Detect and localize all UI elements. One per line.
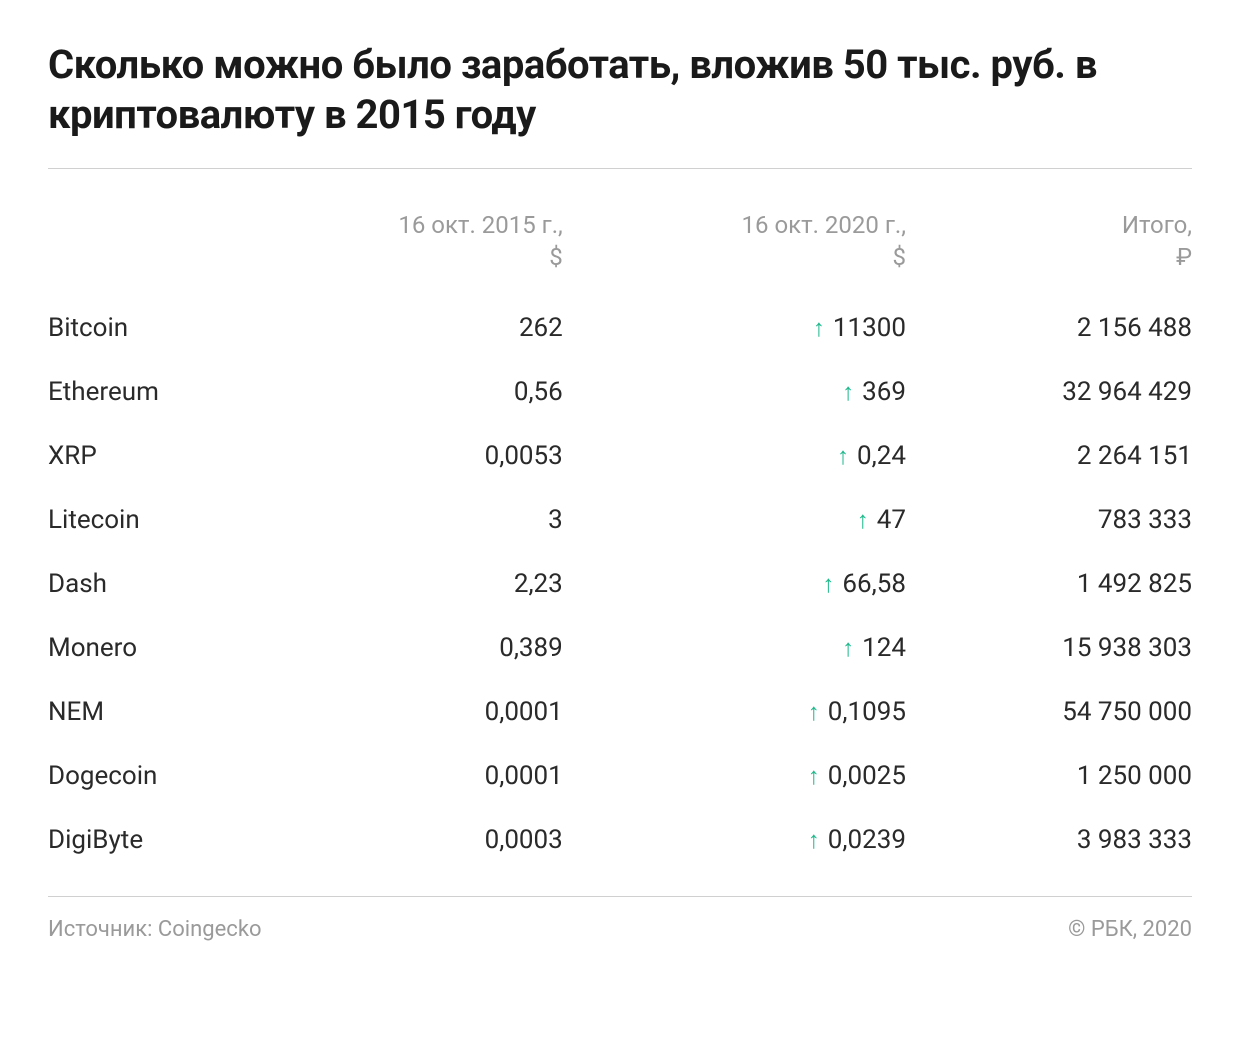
cell-price-2015: 0,0003 — [311, 808, 563, 872]
arrow-up-icon: ↑ — [808, 764, 820, 788]
cell-price-2015: 0,0001 — [311, 744, 563, 808]
cell-name: Bitcoin — [48, 296, 311, 360]
footer-copyright: © РБК, 2020 — [1068, 917, 1192, 942]
col-header-name — [48, 201, 311, 296]
top-rule — [48, 168, 1192, 169]
cell-price-2020-value: 47 — [877, 505, 906, 535]
arrow-up-icon: ↑ — [857, 508, 869, 532]
cell-total: 3 983 333 — [906, 808, 1192, 872]
cell-price-2020: ↑ 124 — [563, 616, 906, 680]
arrow-up-icon: ↑ — [808, 700, 820, 724]
cell-price-2020-value: 0,1095 — [828, 697, 906, 727]
page-title: Сколько можно было заработать, вложив 50… — [48, 40, 1192, 140]
cell-price-2020: ↑ 0,0025 — [563, 744, 906, 808]
cell-price-2020-value: 369 — [862, 377, 906, 407]
cell-price-2015: 0,0001 — [311, 680, 563, 744]
crypto-returns-table: 16 окт. 2015 г.,$ 16 окт. 2020 г.,$ Итог… — [48, 201, 1192, 872]
cell-name: Ethereum — [48, 360, 311, 424]
table-header-row: 16 окт. 2015 г.,$ 16 окт. 2020 г.,$ Итог… — [48, 201, 1192, 296]
cell-total: 54 750 000 — [906, 680, 1192, 744]
cell-price-2020: ↑ 0,0239 — [563, 808, 906, 872]
arrow-up-icon: ↑ — [837, 444, 849, 468]
arrow-up-icon: ↑ — [842, 636, 854, 660]
cell-price-2020: ↑ 47 — [563, 488, 906, 552]
table-row: DigiByte0,0003 ↑ 0,02393 983 333 — [48, 808, 1192, 872]
arrow-up-icon: ↑ — [808, 828, 820, 852]
cell-price-2015: 3 — [311, 488, 563, 552]
cell-price-2020-value: 11300 — [833, 313, 906, 343]
cell-total: 1 250 000 — [906, 744, 1192, 808]
cell-price-2020: ↑ 369 — [563, 360, 906, 424]
cell-price-2015: 0,0053 — [311, 424, 563, 488]
cell-price-2015: 2,23 — [311, 552, 563, 616]
table-row: XRP0,0053 ↑ 0,242 264 151 — [48, 424, 1192, 488]
table-row: NEM0,0001 ↑ 0,109554 750 000 — [48, 680, 1192, 744]
cell-name: XRP — [48, 424, 311, 488]
col-header-total: Итого,₽ — [906, 201, 1192, 296]
table-body: Bitcoin262↑113002 156 488Ethereum0,56↑36… — [48, 296, 1192, 872]
table-row: Ethereum0,56 ↑ 36932 964 429 — [48, 360, 1192, 424]
cell-price-2020: ↑ 0,24 — [563, 424, 906, 488]
cell-total: 2 156 488 — [906, 296, 1192, 360]
footer-source: Источник: Coingecko — [48, 917, 262, 942]
cell-price-2020: ↑ 66,58 — [563, 552, 906, 616]
cell-name: NEM — [48, 680, 311, 744]
footer: Источник: Coingecko © РБК, 2020 — [48, 897, 1192, 942]
arrow-up-icon: ↑ — [842, 380, 854, 404]
table-row: Bitcoin262 ↑ 113002 156 488 — [48, 296, 1192, 360]
cell-price-2020-value: 124 — [862, 633, 906, 663]
cell-total: 783 333 — [906, 488, 1192, 552]
cell-price-2020-value: 66,58 — [842, 569, 906, 599]
cell-price-2020-value: 0,0025 — [828, 761, 906, 791]
col-header-2015: 16 окт. 2015 г.,$ — [311, 201, 563, 296]
cell-total: 15 938 303 — [906, 616, 1192, 680]
cell-name: Dash — [48, 552, 311, 616]
cell-price-2020-value: 0,24 — [857, 441, 906, 471]
table-row: Dash2,23 ↑ 66,581 492 825 — [48, 552, 1192, 616]
table-row: Dogecoin0,0001 ↑ 0,00251 250 000 — [48, 744, 1192, 808]
cell-total: 32 964 429 — [906, 360, 1192, 424]
cell-name: DigiByte — [48, 808, 311, 872]
cell-price-2020: ↑ 0,1095 — [563, 680, 906, 744]
cell-price-2015: 262 — [311, 296, 563, 360]
cell-total: 2 264 151 — [906, 424, 1192, 488]
cell-name: Litecoin — [48, 488, 311, 552]
cell-price-2020: ↑ 11300 — [563, 296, 906, 360]
arrow-up-icon: ↑ — [813, 316, 825, 340]
cell-total: 1 492 825 — [906, 552, 1192, 616]
table-row: Monero0,389 ↑ 12415 938 303 — [48, 616, 1192, 680]
cell-price-2020-value: 0,0239 — [828, 825, 906, 855]
table-row: Litecoin3 ↑ 47783 333 — [48, 488, 1192, 552]
col-header-2020: 16 окт. 2020 г.,$ — [563, 201, 906, 296]
cell-price-2015: 0,56 — [311, 360, 563, 424]
arrow-up-icon: ↑ — [822, 572, 834, 596]
cell-name: Monero — [48, 616, 311, 680]
cell-name: Dogecoin — [48, 744, 311, 808]
cell-price-2015: 0,389 — [311, 616, 563, 680]
